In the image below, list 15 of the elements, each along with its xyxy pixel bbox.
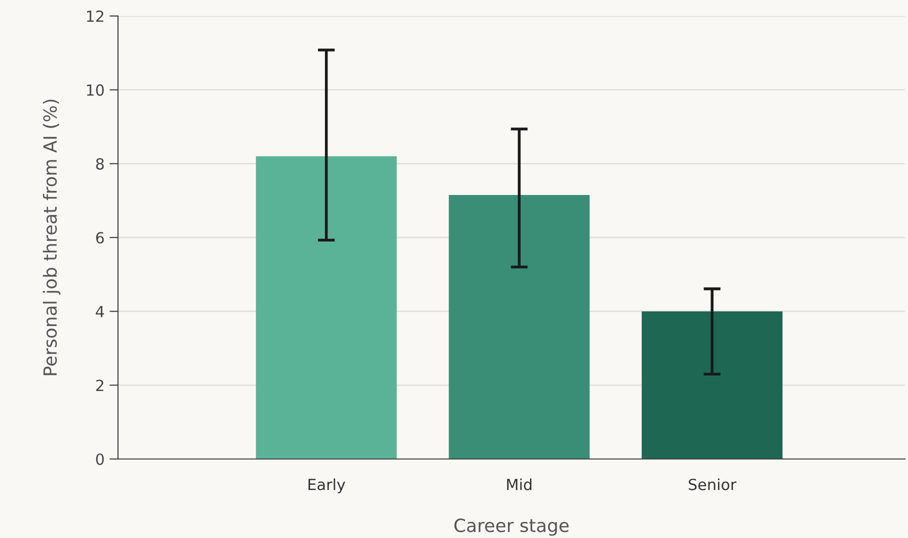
- y-tick-label: 10: [87, 84, 104, 96]
- bar: [448, 195, 590, 459]
- x-tick-label: Mid: [507, 478, 532, 490]
- x-tick-label: Early: [308, 478, 346, 494]
- y-axis-title: Personal job threat from AI (%): [42, 100, 60, 376]
- y-tick-label: 12: [87, 10, 104, 22]
- y-tick-label: 4: [96, 306, 104, 318]
- x-tick-label: Senior: [688, 478, 736, 490]
- bar: [256, 156, 397, 459]
- bar: [642, 311, 783, 459]
- y-tick-label: 0: [96, 453, 104, 466]
- y-tick-label: 2: [96, 380, 104, 391]
- x-axis-title: Career stage: [454, 518, 569, 536]
- y-tick-label: 8: [96, 158, 104, 170]
- y-tick-label: 6: [96, 232, 104, 244]
